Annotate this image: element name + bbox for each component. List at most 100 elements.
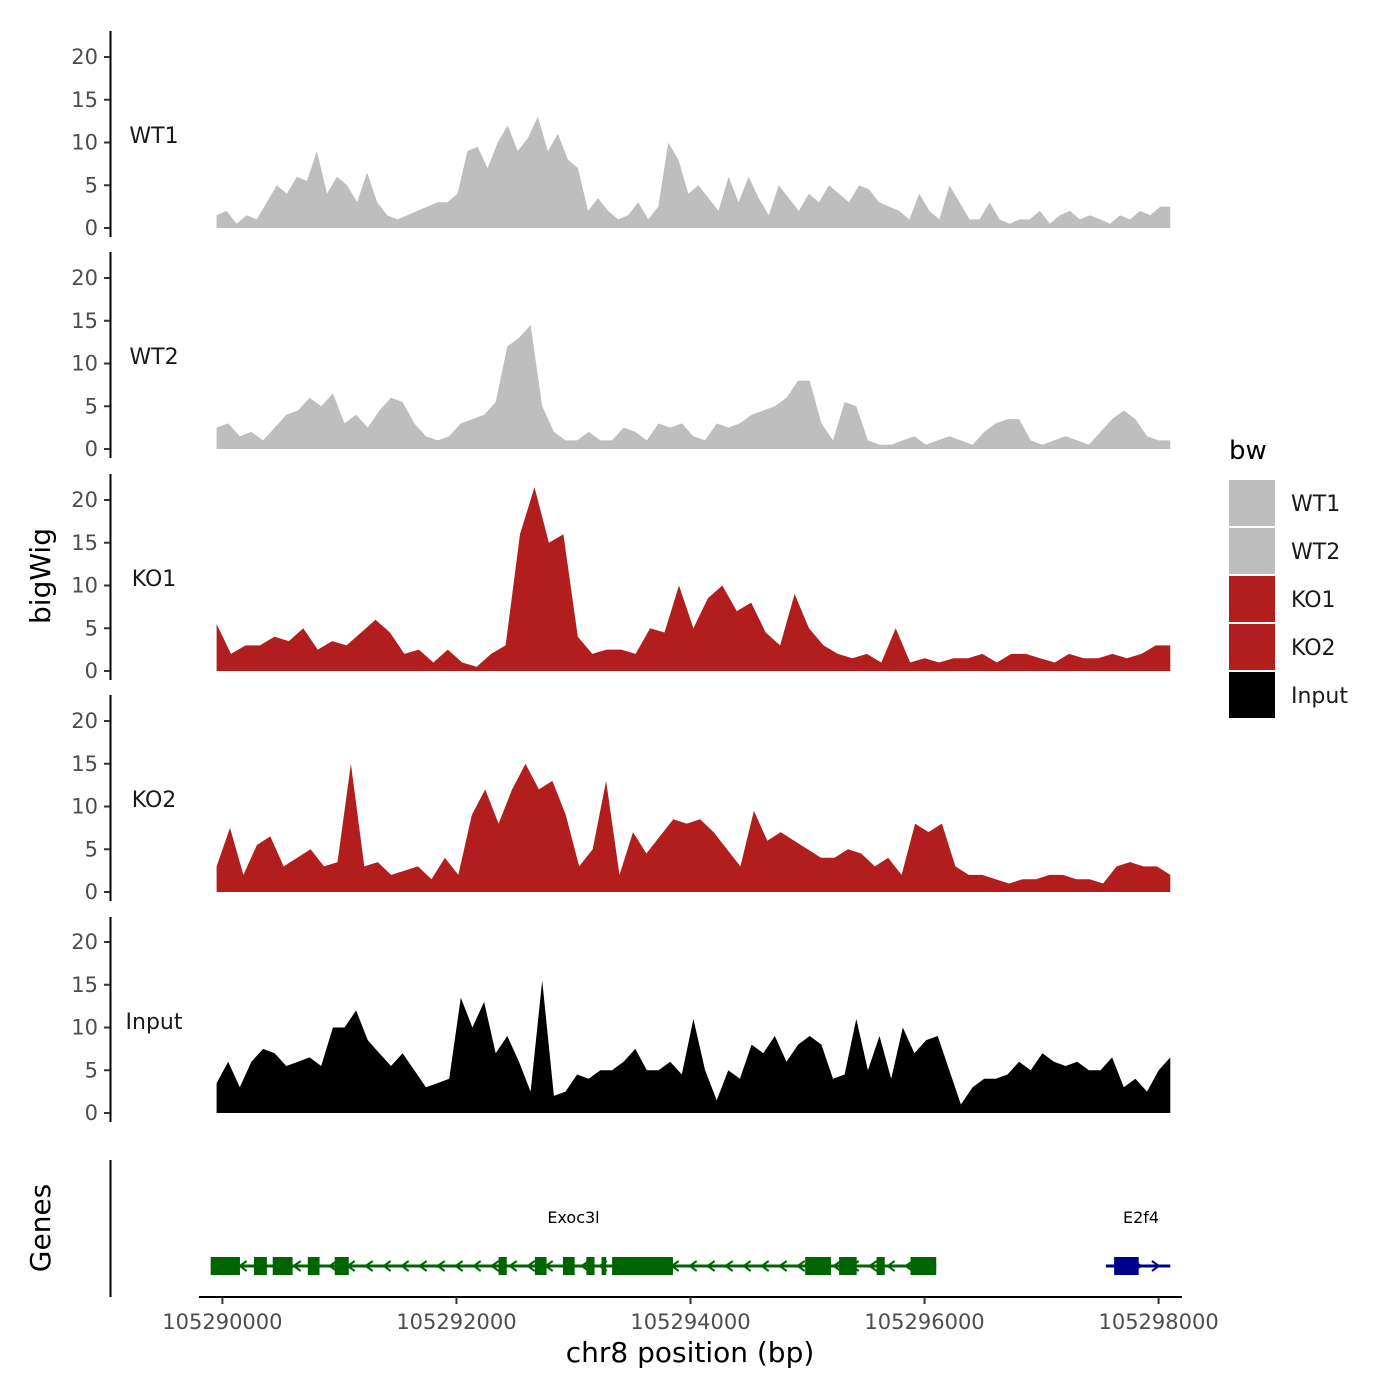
y-tick-label: 15 [71,531,98,555]
y-tick-label: 10 [71,1016,98,1040]
track-panels: 0 5 10 15 20 WT1 0 5 10 15 20 WT2 0 5 10 15 20 KO1 0 5 10 15 2… [71,31,1171,1125]
legend-key-ko2 [1229,624,1275,670]
strand-arrow-icon [705,1260,716,1272]
track-panel-wt2: 0 5 10 15 20 WT2 [71,252,1171,461]
strand-arrow-icon [831,1260,842,1272]
y-tick-label: 15 [71,973,98,997]
gene-exon [254,1257,267,1275]
gene-exon [805,1257,831,1275]
coverage-area-wt1 [216,116,1171,228]
gene-exon [910,1257,937,1275]
y-tick-label: 0 [85,437,98,461]
strand-arrow-icon [885,1260,896,1272]
gene-models: Exoc3l E2f4 [210,1208,1171,1275]
track-label: WT1 [129,124,178,149]
legend-key-input [1229,672,1275,718]
y-tick-label: 20 [71,930,98,954]
strand-arrow-icon [777,1260,788,1272]
x-tick-label: 105298000 [1098,1310,1218,1334]
legend-label-ko1: KO1 [1291,588,1336,613]
y-tick-label: 10 [71,574,98,598]
y-tick-label: 10 [71,131,98,155]
gene-exon [334,1257,349,1275]
strand-arrow-icon [291,1260,302,1272]
y-tick-label: 15 [71,309,98,333]
x-tick-label: 105290000 [162,1310,282,1334]
legend-label-ko2: KO2 [1291,636,1336,661]
strand-arrow-icon [435,1260,446,1272]
legend-key-ko1 [1229,576,1275,622]
y-tick-label: 5 [85,173,98,197]
legend-label-wt1: WT1 [1291,492,1340,517]
strand-arrow-icon [453,1260,464,1272]
gene-exon [839,1257,857,1275]
genes-panel: Genes Exoc3l E2f4 [24,1160,1171,1297]
strand-arrow-icon [471,1260,482,1272]
strand-arrow-icon [741,1260,752,1272]
gene-exon [586,1257,595,1275]
strand-arrow-icon [507,1260,518,1272]
y-tick-label: 20 [71,709,98,733]
y-tick-label: 5 [85,394,98,418]
gene-label: Exoc3l [547,1208,599,1227]
coverage-area-input [216,980,1171,1113]
coverage-area-wt2 [216,325,1171,449]
legend: bw WT1 WT2 KO1 KO2 Input [1229,436,1348,718]
y-tick-label: 20 [71,266,98,290]
gene-exon [876,1257,885,1275]
legend-title: bw [1229,436,1267,466]
track-panel-input: 0 5 10 15 20 Input [71,917,1171,1125]
y-tick-label: 5 [85,1058,98,1082]
track-label: WT2 [129,345,178,370]
y-axis-title: bigWig [24,528,57,624]
strand-arrow-icon [525,1260,536,1272]
strand-arrow-icon [795,1260,806,1272]
coverage-area-ko2 [216,763,1171,892]
gene-exon [307,1257,320,1275]
y-tick-label: 0 [85,216,98,240]
strand-arrow-icon [1151,1260,1161,1272]
legend-key-wt2 [1229,528,1275,574]
track-label: Input [126,1010,183,1035]
gene-e2f4: E2f4 [1105,1208,1171,1275]
legend-label-wt2: WT2 [1291,540,1340,565]
track-panel-ko1: 0 5 10 15 20 KO1 [71,474,1171,683]
gene-exon [1114,1257,1139,1275]
gene-exon [601,1257,607,1275]
gene-exon [272,1257,293,1275]
gene-label: E2f4 [1123,1208,1159,1227]
gene-exon [612,1257,673,1275]
strand-arrow-icon [489,1260,500,1272]
y-tick-label: 10 [71,352,98,376]
strand-arrow-icon [327,1260,338,1272]
x-axis-title: chr8 position (bp) [566,1336,815,1369]
gene-exon [534,1257,547,1275]
strand-arrow-icon [417,1260,428,1272]
strand-arrow-icon [399,1260,410,1272]
legend-label-input: Input [1291,684,1348,709]
y-tick-label: 0 [85,659,98,683]
y-tick-label: 15 [71,88,98,112]
y-tick-label: 5 [85,616,98,640]
gene-exon [562,1257,575,1275]
y-tick-label: 0 [85,1101,98,1125]
gene-exon [498,1257,507,1275]
strand-arrow-icon [759,1260,770,1272]
legend-key-wt1 [1229,480,1275,526]
track-panel-ko2: 0 5 10 15 20 KO2 [71,695,1171,904]
strand-arrow-icon [687,1260,698,1272]
legend-items: WT1 WT2 KO1 KO2 Input [1229,480,1348,718]
y-tick-label: 10 [71,795,98,819]
strand-arrow-icon [363,1260,374,1272]
gene-exon [210,1257,240,1275]
strand-arrow-icon [867,1260,878,1272]
x-tick-label: 105296000 [864,1310,984,1334]
track-panel-wt1: 0 5 10 15 20 WT1 [71,31,1171,240]
y-tick-label: 5 [85,837,98,861]
coverage-area-ko1 [216,487,1171,671]
y-tick-label: 20 [71,488,98,512]
strand-arrow-icon [723,1260,734,1272]
strand-arrow-icon [381,1260,392,1272]
y-tick-label: 15 [71,752,98,776]
